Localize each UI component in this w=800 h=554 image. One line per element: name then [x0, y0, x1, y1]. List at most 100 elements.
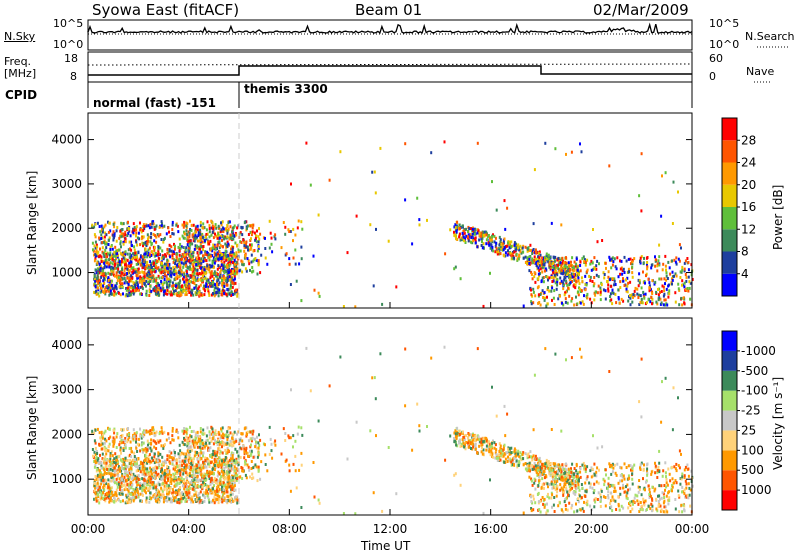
velocity-cell [223, 491, 226, 495]
power-cell [233, 277, 236, 281]
power-cell [201, 278, 204, 282]
power-cell [222, 266, 225, 270]
power-cell [250, 260, 253, 264]
power-cell [99, 269, 102, 273]
velocity-cell [105, 482, 108, 486]
velocity-cell [128, 468, 131, 472]
power-cell [161, 270, 164, 273]
power-cell [211, 249, 214, 253]
power-cell [680, 270, 683, 274]
power-cell [684, 259, 687, 263]
power-cell [201, 271, 204, 275]
velocity-cell [141, 466, 144, 470]
power-cell [129, 279, 131, 282]
power-cell [674, 272, 677, 276]
velocity-cell [168, 490, 171, 494]
power-cell [244, 255, 247, 259]
power-cell [611, 256, 614, 260]
power-cell [111, 257, 114, 261]
power-cell [197, 247, 200, 251]
power-cell [651, 292, 654, 295]
power-cell [129, 276, 132, 280]
power-cell [188, 284, 191, 288]
velocity-cell [173, 464, 176, 468]
power-cell [205, 228, 208, 232]
power-cell [199, 224, 202, 228]
power-cell [238, 269, 241, 273]
power-cell [477, 229, 480, 233]
velocity-cell [136, 442, 139, 446]
power-cell [163, 278, 166, 281]
power-cell [296, 226, 299, 230]
power-cell [225, 254, 228, 258]
power-cell [154, 234, 157, 238]
power-cell [176, 276, 179, 280]
velocity-cell [149, 466, 152, 470]
velocity-cell [194, 474, 197, 478]
power-cell [242, 238, 245, 242]
power-cell [230, 237, 233, 241]
power-cell [510, 244, 513, 248]
power-cell [580, 289, 583, 293]
power-cell [522, 250, 525, 254]
power-cell [626, 276, 629, 280]
power-cell [463, 239, 466, 243]
velocity-cell [99, 497, 102, 501]
power-cell [132, 269, 135, 273]
velocity-cell [185, 499, 188, 503]
power-cell [578, 282, 581, 286]
velocity-cell [197, 484, 200, 488]
velocity-cell [185, 481, 188, 485]
velocity-cell [134, 488, 137, 492]
power-cell [205, 233, 208, 236]
velocity-cell [130, 481, 133, 484]
power-cell [198, 272, 201, 275]
velocity-cell [93, 497, 96, 501]
power-cell [217, 224, 220, 228]
power-cell [669, 272, 672, 276]
power-cell [574, 277, 577, 281]
velocity-cell [102, 458, 105, 462]
power-cell [97, 254, 100, 258]
power-cell [198, 257, 201, 260]
power-cell [176, 252, 179, 256]
power-cell [146, 260, 149, 264]
velocity-cell [98, 475, 101, 478]
power-cell [207, 253, 210, 257]
power-cell [108, 236, 111, 240]
power-cell [103, 251, 106, 255]
power-cell [546, 302, 549, 306]
power-cell [576, 302, 579, 306]
power-cell [257, 247, 260, 250]
power-cell [148, 253, 151, 257]
power-cell [197, 287, 200, 291]
power-cell [229, 250, 232, 254]
power-cell [204, 250, 207, 254]
power-cell [533, 271, 536, 275]
power-cell [625, 259, 628, 263]
velocity-cell [108, 472, 111, 476]
power-cell [264, 256, 267, 260]
power-cell [115, 281, 118, 285]
power-cell [489, 239, 492, 243]
power-cell [142, 244, 144, 248]
power-cell [194, 267, 197, 271]
power-cell [107, 279, 110, 282]
velocity-cell [108, 487, 111, 491]
power-cell [572, 269, 575, 273]
power-cell [128, 285, 131, 289]
velocity-cell [205, 434, 208, 438]
velocity-cell [236, 501, 239, 505]
power-cell [544, 141, 547, 145]
velocity-cell [94, 475, 97, 478]
velocity-cell [93, 489, 96, 493]
velocity-cell [111, 454, 114, 458]
velocity-cell [221, 485, 223, 489]
power-cell [629, 303, 632, 307]
power-cell [213, 261, 216, 265]
power-cell [117, 264, 119, 268]
power-cell [109, 272, 112, 276]
power-cell [224, 235, 226, 239]
power-cell [165, 262, 168, 266]
power-cell [131, 257, 133, 261]
